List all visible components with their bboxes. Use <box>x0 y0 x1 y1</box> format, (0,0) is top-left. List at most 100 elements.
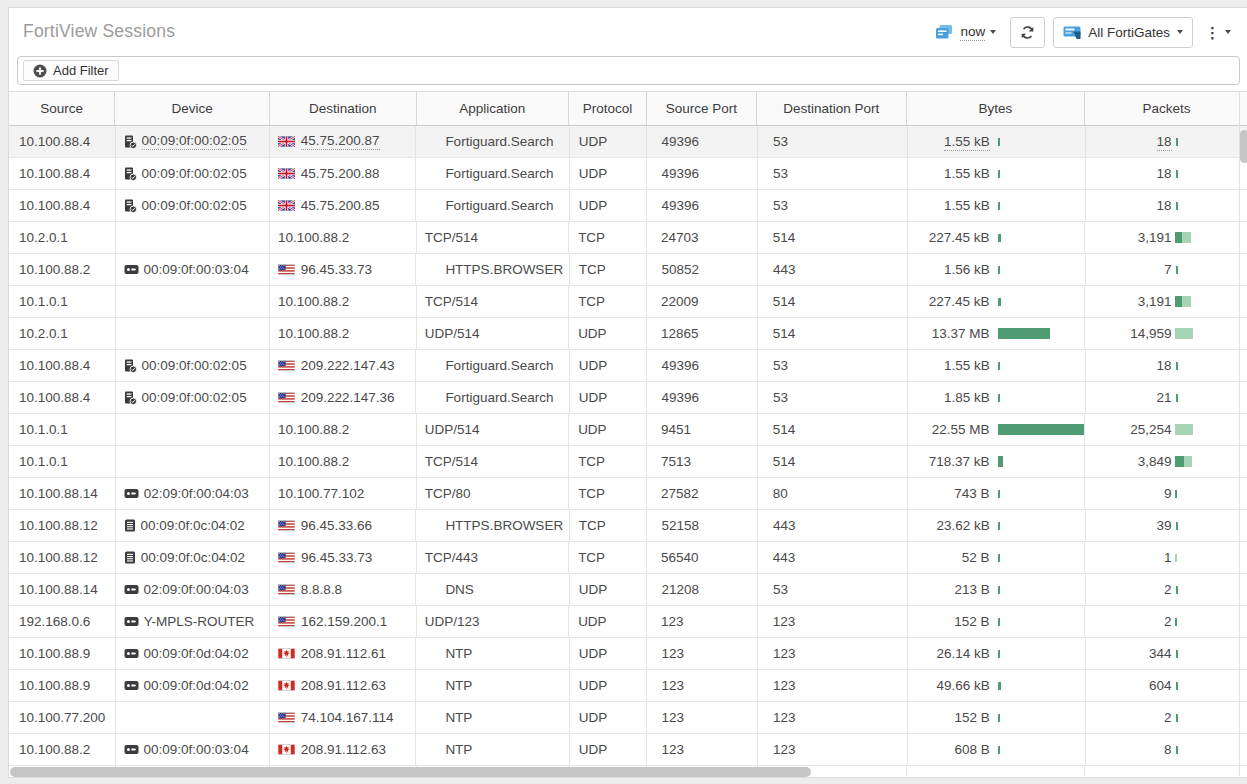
packets-bar <box>1176 266 1194 274</box>
vertical-scrollbar-thumb[interactable] <box>1240 130 1247 163</box>
cell-destination-port: 514 <box>758 318 908 349</box>
column-header-destination[interactable]: Destination <box>270 92 417 125</box>
table-row[interactable]: 10.100.88.200:09:0f:00:03:0496.45.33.73H… <box>9 254 1247 286</box>
cell-protocol: UDP <box>570 350 648 381</box>
bytes-value: 23.62 kB <box>908 518 990 533</box>
cell-destination-port: 123 <box>758 638 908 669</box>
cell-protocol: UDP <box>570 158 648 189</box>
protocol: TCP <box>578 550 605 565</box>
fortigate-selector[interactable]: All FortiGates <box>1053 17 1193 48</box>
source-port: 49396 <box>661 390 699 405</box>
source-ip: 10.1.0.1 <box>19 422 68 437</box>
destination-ip: 209.222.147.36 <box>301 390 395 405</box>
table-row[interactable]: 10.100.77.20074.104.167.114NTPUDP1231231… <box>9 702 1247 734</box>
cell-source: 10.100.88.2 <box>9 254 116 285</box>
column-header-device[interactable]: Device <box>115 92 269 125</box>
cell-source: 10.100.88.2 <box>9 734 116 765</box>
application-name: Fortiguard.Search <box>445 390 553 405</box>
cell-protocol: UDP <box>569 414 647 445</box>
destination-ip: 96.45.33.66 <box>301 518 372 533</box>
bytes-text: 1.55 kB <box>944 166 990 181</box>
device-id: Y-MPLS-ROUTER <box>144 614 255 629</box>
device-icon <box>124 648 139 659</box>
table-row[interactable]: 10.1.0.110.100.88.2TCP/514TCP22009514227… <box>9 286 1247 318</box>
bytes-bar <box>998 456 1085 467</box>
column-header-application[interactable]: Application <box>417 92 569 125</box>
cell-application: TCP/514 <box>417 446 569 477</box>
table-row[interactable]: 10.100.88.400:09:0f:00:02:05209.222.147.… <box>9 350 1247 382</box>
cell-source: 10.1.0.1 <box>9 414 116 445</box>
packets-bar <box>1176 522 1194 530</box>
cell-device: 00:09:0f:00:02:05 <box>116 382 270 413</box>
destination-ip[interactable]: 45.75.200.87 <box>301 133 380 150</box>
bytes-bar <box>998 202 1085 210</box>
destination-port: 123 <box>773 678 796 693</box>
source-ip: 10.100.88.2 <box>19 262 90 277</box>
cell-packets: 604 <box>1086 670 1247 701</box>
packets-text[interactable]: 18 <box>1157 134 1172 151</box>
packets-bar <box>1176 362 1194 370</box>
bytes-text[interactable]: 1.55 kB <box>944 134 990 151</box>
table-row[interactable]: 192.168.0.6Y-MPLS-ROUTER162.159.200.1UDP… <box>9 606 1247 638</box>
source-ip: 10.100.88.4 <box>19 166 90 181</box>
more-options-menu[interactable]: ⋮ <box>1205 25 1231 40</box>
source-port: 7513 <box>661 454 691 469</box>
table-row[interactable]: 10.100.88.1200:09:0f:0c:04:0296.45.33.66… <box>9 510 1247 542</box>
destination-port: 53 <box>773 166 788 181</box>
table-row[interactable]: 10.100.88.4 00:09:0f:00:02:05 209.222.147.… <box>9 382 1247 414</box>
protocol: TCP <box>579 518 606 533</box>
table-row[interactable]: 10.2.0.110.100.88.2UDP/514UDP1286551413.… <box>9 318 1247 350</box>
table-row[interactable]: 10.100.88.1402:09:0f:00:04:038.8.8.8DNSU… <box>9 574 1247 606</box>
column-header-packets[interactable]: Packets <box>1085 92 1247 125</box>
cell-destination: 10.100.88.2 <box>270 446 417 477</box>
device-icon <box>124 264 139 275</box>
refresh-button[interactable] <box>1010 17 1045 48</box>
table-row[interactable]: 10.100.88.200:09:0f:00:03:04208.91.112.6… <box>9 734 1247 766</box>
device-id: 00:09:0f:00:03:04 <box>144 742 249 757</box>
destination-port: 123 <box>773 646 796 661</box>
table-row[interactable]: 10.100.88.1200:09:0f:0c:04:0296.45.33.73… <box>9 542 1247 574</box>
flag-uk-icon <box>278 136 295 147</box>
cell-source: 10.100.77.200 <box>9 702 116 733</box>
column-header-bytes[interactable]: Bytes <box>907 92 1085 125</box>
source-port: 49396 <box>661 134 699 149</box>
add-filter-button[interactable]: Add Filter <box>23 60 119 81</box>
bytes-bar <box>998 234 1085 242</box>
application-name: TCP/514 <box>425 294 478 309</box>
cell-bytes: 49.66 kB <box>908 670 1086 701</box>
source-ip: 10.100.88.9 <box>19 678 90 693</box>
table-row[interactable]: 10.2.0.110.100.88.2TCP/514TCP24703514227… <box>9 222 1247 254</box>
cell-bytes: 1.55 kB <box>908 190 1086 221</box>
table-row[interactable]: 10.100.88.400:09:0f:00:02:0545.75.200.85… <box>9 190 1247 222</box>
device-id[interactable]: 00:09:0f:00:02:05 <box>142 133 247 150</box>
cell-application: DNS <box>416 574 569 605</box>
page-title: FortiView Sessions <box>23 21 175 42</box>
cell-destination: 10.100.88.2 <box>270 222 417 253</box>
horizontal-scrollbar-thumb[interactable] <box>10 767 811 777</box>
destination-ip: 10.100.88.2 <box>278 230 349 245</box>
cell-protocol: TCP <box>569 478 647 509</box>
server-icon <box>124 167 137 181</box>
bytes-value: 227.45 kB <box>908 294 990 309</box>
column-header-protocol[interactable]: Protocol <box>569 92 647 125</box>
column-header-destination-port[interactable]: Destination Port <box>757 92 907 125</box>
cell-packets: 3,191 <box>1085 286 1247 317</box>
bytes-value: 152 B <box>908 614 990 629</box>
source-ip: 10.100.88.4 <box>19 390 90 405</box>
source-port: 27582 <box>661 486 699 501</box>
column-header-source[interactable]: Source <box>9 92 115 125</box>
table-row[interactable]: 10.1.0.110.100.88.2UDP/514UDP945151422.5… <box>9 414 1247 446</box>
table-row[interactable]: 10.1.0.110.100.88.2TCP/514TCP7513514718.… <box>9 446 1247 478</box>
table-row[interactable]: 10.100.88.400:09:0f:00:02:0545.75.200.87… <box>9 126 1247 158</box>
table-row[interactable]: 10.100.88.1402:09:0f:00:04:0310.100.77.1… <box>9 478 1247 510</box>
application-name: HTTPS.BROWSER <box>445 262 563 277</box>
time-period-selector[interactable]: now <box>935 24 996 41</box>
flag-us-icon <box>278 264 295 275</box>
cell-source-port: 123 <box>647 670 758 701</box>
protocol: UDP <box>579 582 608 597</box>
table-row[interactable]: 10.100.88.900:09:0f:0d:04:02208.91.112.6… <box>9 670 1247 702</box>
table-row[interactable]: 10.100.88.400:09:0f:00:02:0545.75.200.88… <box>9 158 1247 190</box>
column-header-source-port[interactable]: Source Port <box>647 92 757 125</box>
table-row[interactable]: 10.100.88.900:09:0f:0d:04:02208.91.112.6… <box>9 638 1247 670</box>
cell-device: 00:09:0f:0c:04:02 <box>116 542 270 573</box>
